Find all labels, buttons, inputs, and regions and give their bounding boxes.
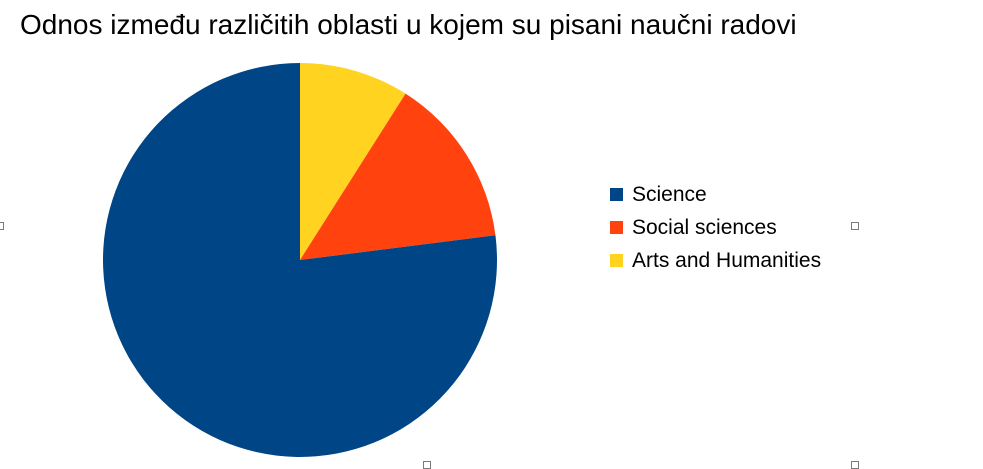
legend-swatch-arts-and-humanities	[610, 254, 623, 267]
selection-handle-bottom-right[interactable]	[851, 461, 859, 469]
chart-title: Odnos između različitih oblasti u kojem …	[20, 9, 797, 40]
pie-slice-science	[103, 63, 498, 457]
legend-item-science: Science	[610, 178, 821, 211]
legend-item-social-sciences: Social sciences	[610, 211, 821, 244]
pie-slice-arts-and-humanities	[300, 63, 406, 260]
pie-slice-social-sciences	[300, 93, 496, 260]
legend-swatch-social-sciences	[610, 221, 623, 234]
legend-label-science: Science	[632, 182, 707, 206]
selection-handle-left[interactable]	[0, 222, 4, 230]
selection-handle-bottom[interactable]	[423, 461, 431, 469]
legend-swatch-science	[610, 188, 623, 201]
legend-item-arts-and-humanities: Arts and Humanities	[610, 244, 821, 277]
legend: Science Social sciences Arts and Humanit…	[610, 178, 821, 277]
pie-slices	[103, 63, 498, 457]
legend-label-social-sciences: Social sciences	[632, 215, 777, 239]
selection-handle-right[interactable]	[851, 222, 859, 230]
legend-label-arts-and-humanities: Arts and Humanities	[632, 248, 822, 272]
